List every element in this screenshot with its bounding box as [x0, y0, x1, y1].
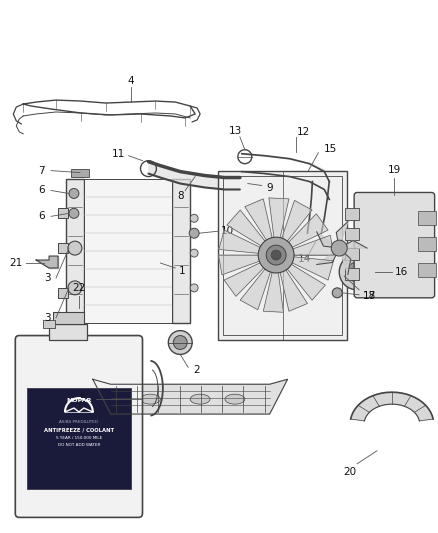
Text: 21: 21: [10, 258, 23, 268]
Circle shape: [271, 250, 281, 260]
Circle shape: [190, 249, 198, 257]
Bar: [218, 171, 347, 340]
Text: AS/BS PREDILUTED: AS/BS PREDILUTED: [60, 420, 99, 424]
Text: 20: 20: [343, 467, 357, 477]
Text: 22: 22: [72, 283, 85, 293]
Text: 4: 4: [127, 76, 134, 86]
Bar: [418, 237, 436, 251]
Polygon shape: [245, 199, 272, 240]
Polygon shape: [219, 230, 260, 253]
Polygon shape: [339, 248, 351, 274]
Text: DO NOT ADD WATER: DO NOT ADD WATER: [58, 443, 100, 447]
Polygon shape: [287, 264, 325, 300]
Text: 10: 10: [220, 226, 233, 236]
Polygon shape: [339, 240, 367, 248]
Circle shape: [331, 240, 347, 256]
Polygon shape: [292, 257, 333, 280]
Polygon shape: [93, 379, 288, 414]
Bar: [418, 263, 436, 277]
Circle shape: [69, 208, 79, 219]
FancyBboxPatch shape: [15, 336, 142, 518]
Polygon shape: [307, 182, 329, 233]
Text: MOPAR: MOPAR: [66, 398, 92, 402]
Bar: [66, 179, 84, 322]
Polygon shape: [227, 210, 265, 246]
Bar: [345, 228, 359, 240]
Text: 5 YEAR / 150,000 MILE: 5 YEAR / 150,000 MILE: [56, 436, 102, 440]
Text: 18: 18: [362, 291, 376, 301]
Circle shape: [311, 228, 320, 238]
Polygon shape: [351, 392, 433, 421]
Text: 3: 3: [44, 273, 50, 283]
Circle shape: [168, 330, 192, 354]
Bar: [49, 324, 87, 340]
Circle shape: [189, 228, 199, 238]
Circle shape: [353, 268, 361, 276]
Bar: [223, 175, 342, 335]
Circle shape: [339, 254, 375, 290]
Polygon shape: [224, 263, 264, 296]
Bar: [71, 168, 89, 176]
Polygon shape: [289, 214, 328, 247]
Polygon shape: [269, 198, 289, 238]
Polygon shape: [263, 272, 283, 312]
Bar: [58, 243, 68, 253]
Text: 5: 5: [80, 394, 86, 404]
Bar: [43, 320, 55, 328]
Bar: [58, 288, 68, 298]
Bar: [58, 208, 68, 219]
Bar: [418, 212, 436, 225]
Ellipse shape: [141, 394, 160, 404]
Text: 8: 8: [177, 191, 184, 201]
Circle shape: [173, 336, 187, 350]
Circle shape: [307, 224, 324, 242]
Text: 11: 11: [112, 149, 125, 159]
Text: 1: 1: [179, 266, 186, 276]
Text: 15: 15: [324, 144, 337, 154]
Text: ANTIFREEZE / COOLANT: ANTIFREEZE / COOLANT: [44, 427, 114, 432]
Text: 6: 6: [38, 211, 44, 221]
Bar: [84, 179, 172, 322]
Circle shape: [347, 262, 367, 282]
Circle shape: [332, 288, 342, 298]
Bar: [27, 387, 131, 489]
Circle shape: [190, 214, 198, 222]
Polygon shape: [280, 270, 307, 311]
Text: 6: 6: [38, 185, 44, 196]
Polygon shape: [219, 255, 259, 275]
Polygon shape: [317, 232, 339, 248]
FancyBboxPatch shape: [354, 192, 434, 298]
Polygon shape: [282, 200, 312, 241]
Circle shape: [266, 245, 286, 265]
Polygon shape: [240, 269, 270, 310]
Ellipse shape: [190, 394, 210, 404]
Text: 16: 16: [395, 267, 409, 277]
Circle shape: [190, 284, 198, 292]
Polygon shape: [293, 235, 334, 255]
Polygon shape: [336, 222, 348, 248]
Bar: [53, 312, 84, 324]
Polygon shape: [317, 248, 339, 264]
Bar: [345, 268, 359, 280]
Circle shape: [68, 241, 82, 255]
Text: 9: 9: [266, 182, 273, 192]
Bar: [172, 179, 190, 322]
Text: 14: 14: [298, 254, 311, 264]
Text: 12: 12: [297, 127, 310, 137]
Text: 13: 13: [229, 126, 243, 136]
Text: 3: 3: [44, 313, 50, 322]
Circle shape: [69, 189, 79, 198]
Circle shape: [258, 237, 294, 273]
Bar: [345, 208, 359, 220]
Circle shape: [68, 281, 82, 295]
Polygon shape: [36, 256, 58, 268]
Text: 19: 19: [388, 165, 401, 175]
Ellipse shape: [225, 394, 245, 404]
Text: 2: 2: [193, 365, 199, 375]
Text: 7: 7: [38, 166, 44, 175]
Text: 17: 17: [362, 291, 376, 301]
Bar: [345, 248, 359, 260]
